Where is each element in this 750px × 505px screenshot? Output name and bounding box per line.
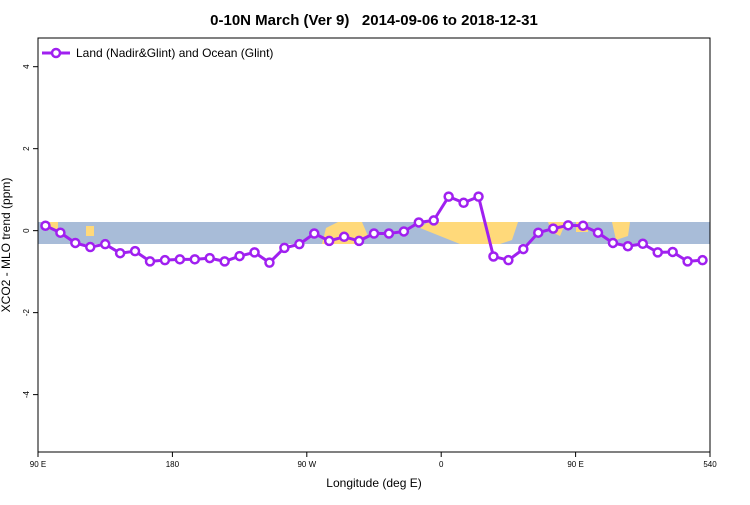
- y-tick-label: -4: [22, 391, 31, 399]
- x-tick-label: 0: [439, 460, 444, 469]
- data-point: [309, 228, 320, 239]
- x-tick-label: 540: [703, 460, 717, 469]
- y-tick-label: 0: [22, 228, 31, 233]
- data-point: [667, 246, 678, 258]
- data-point: [55, 227, 66, 238]
- data-point: [458, 197, 469, 209]
- data-point: [562, 220, 574, 231]
- data-point: [294, 238, 305, 250]
- x-tick-label: 90 E: [30, 460, 46, 469]
- data-point: [637, 238, 649, 250]
- data-point: [323, 235, 335, 247]
- y-tick-label: -2: [22, 309, 31, 317]
- data-point: [174, 254, 186, 265]
- data-point: [159, 254, 171, 266]
- data-point: [264, 257, 275, 268]
- y-tick-label: 4: [22, 64, 31, 69]
- data-point: [652, 247, 663, 258]
- data-point: [99, 238, 111, 250]
- x-tick-label: 90 E: [567, 460, 583, 469]
- x-tick-label: 180: [166, 460, 180, 469]
- data-point: [413, 217, 425, 228]
- data-point: [547, 223, 559, 234]
- x-axis-label: Longitude (deg E): [326, 476, 421, 490]
- data-point: [353, 235, 365, 247]
- data-point: [114, 247, 126, 259]
- data-point: [518, 243, 529, 255]
- data-point: [368, 228, 380, 239]
- data-point: [428, 215, 439, 226]
- data-point: [70, 237, 81, 249]
- data-point: [144, 256, 156, 267]
- data-point: [682, 256, 693, 267]
- y-axis-label: XCO2 - MLO trend (ppm): [0, 178, 13, 313]
- legend-label: Land (Nadir&Glint) and Ocean (Glint): [76, 46, 273, 60]
- data-point: [533, 227, 544, 238]
- data-point: [607, 237, 619, 249]
- data-point: [234, 250, 245, 262]
- data-point: [338, 231, 350, 243]
- legend-marker: [50, 47, 62, 59]
- data-point: [443, 191, 454, 202]
- data-point: [85, 241, 96, 253]
- y-tick-label: 2: [22, 146, 31, 151]
- chart-title: 0-10N March (Ver 9) 2014-09-06 to 2018-1…: [210, 12, 538, 29]
- plot-frame: [37, 37, 711, 453]
- data-point: [279, 242, 290, 254]
- data-point: [383, 228, 395, 239]
- x-tick-label: 90 W: [297, 460, 316, 469]
- data-point: [622, 240, 634, 252]
- data-point: [40, 220, 51, 231]
- data-point: [398, 226, 410, 237]
- data-point: [503, 254, 514, 266]
- data-point: [592, 227, 604, 238]
- data-point: [204, 252, 215, 264]
- data-point: [697, 254, 708, 266]
- data-point: [189, 254, 201, 265]
- data-point: [473, 191, 484, 202]
- data-point: [219, 256, 230, 267]
- data-point: [129, 245, 141, 257]
- data-point: [249, 247, 260, 258]
- data-point: [488, 251, 499, 262]
- data-point: [577, 220, 589, 231]
